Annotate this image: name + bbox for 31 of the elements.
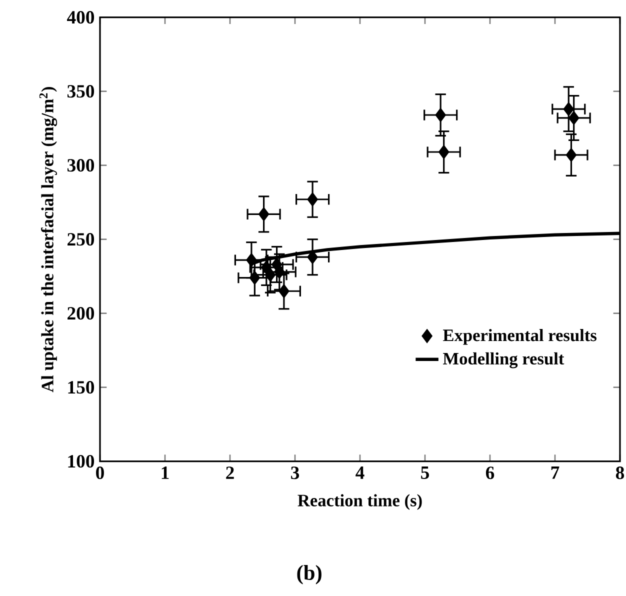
y-axis-title: Al uptake in the interfacial layer (mg/m$^{2}$) (39, 87, 58, 392)
point (278, 284, 290, 298)
y-tick-label: 150 (68, 381, 94, 394)
y-tick-label: 350 (67, 85, 94, 98)
x-tick-label: 1 (162, 466, 169, 479)
legend-label: Modelling result (442, 352, 564, 368)
point (435, 108, 446, 122)
x-tick-label: 6 (486, 466, 494, 480)
x-tick-label: 5 (421, 466, 429, 479)
y-tick-label: 100 (68, 455, 94, 468)
point (438, 145, 450, 159)
x-tick-label: 7 (551, 466, 560, 479)
x-tick-label: 8 (616, 466, 624, 480)
x-tick-label: 2 (226, 466, 234, 479)
y-tick-label: 200 (68, 307, 94, 320)
text: (b) (297, 564, 322, 584)
y-tick-label: 400 (67, 11, 94, 24)
point (246, 253, 257, 267)
x-axis-title: Reaction time (s) (298, 494, 422, 510)
point (258, 207, 270, 221)
point (307, 192, 318, 206)
point (274, 265, 285, 279)
x-tick-label: 4 (356, 466, 364, 479)
point (566, 148, 577, 162)
point (568, 111, 580, 125)
y-tick-label: 300 (67, 159, 94, 172)
legend-label: Experimental results (442, 329, 596, 345)
y-tick-label: 250 (68, 233, 94, 246)
point (563, 102, 574, 116)
x-tick-label: 3 (291, 466, 300, 480)
x-tick-label: 0 (96, 466, 104, 480)
